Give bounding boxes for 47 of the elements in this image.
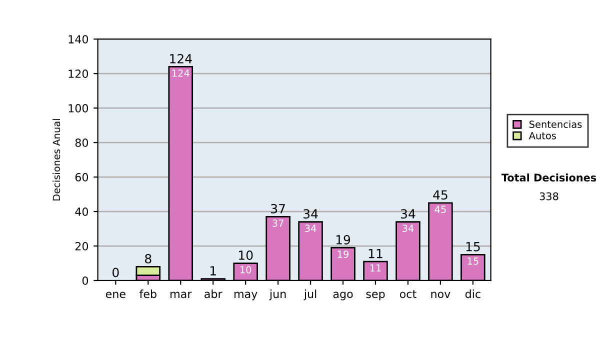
y-tick-label: 140 (68, 35, 88, 44)
data-label: 15 (468, 258, 478, 265)
y-axis-title: Decisiones Anual (52, 119, 60, 200)
y-tick-label: 0 (82, 276, 88, 285)
y-tick-label: 60 (75, 173, 88, 182)
data-label: 34 (305, 224, 316, 232)
y-tick-label: 80 (75, 138, 88, 147)
y-tick-label: 120 (68, 70, 88, 78)
x-tick-label: feb (139, 290, 156, 298)
text: Total Decisiones (501, 173, 596, 182)
x-tick-label: nov (431, 292, 450, 298)
total-label: 10 (239, 250, 253, 260)
data-label: 10 (240, 266, 252, 274)
total-label: 11 (368, 248, 382, 258)
legend-label: Sentencias (529, 120, 582, 128)
x-tick-label: jul (304, 290, 316, 300)
total-label: 34 (400, 209, 416, 219)
x-tick-label: ago (333, 292, 353, 300)
y-tick-label: 100 (68, 104, 88, 112)
data-label: 19 (338, 250, 349, 258)
total-label: 45 (433, 190, 448, 200)
x-tick-label: may (234, 292, 258, 300)
x-tick-label: dic (465, 290, 480, 298)
bar (136, 266, 161, 276)
total-label: 8 (145, 254, 152, 264)
y-tick-label: 20 (75, 242, 88, 250)
x-tick-label: jun (269, 290, 286, 300)
total-label: 34 (304, 209, 318, 219)
x-tick-label: mar (170, 292, 192, 298)
x-tick-label: sep (366, 292, 385, 300)
total-label: 1 (210, 266, 216, 276)
data-label: 124 (172, 69, 190, 77)
x-tick-label: ene (106, 292, 126, 298)
data-label: 34 (402, 224, 414, 232)
text: 338 (540, 192, 558, 200)
total-label: 19 (336, 235, 350, 244)
data-label: 37 (272, 219, 284, 227)
x-tick-label: oct (400, 290, 416, 298)
y-tick-label: 40 (75, 208, 88, 216)
total-label: 0 (112, 268, 119, 278)
total-label: 37 (271, 204, 285, 214)
data-label: 11 (370, 264, 381, 272)
data-label: 45 (434, 206, 446, 214)
legend-label: Autos (528, 132, 556, 140)
x-tick-label: abr (204, 290, 222, 298)
total-label: 15 (466, 242, 480, 252)
total-label: 124 (170, 54, 192, 64)
